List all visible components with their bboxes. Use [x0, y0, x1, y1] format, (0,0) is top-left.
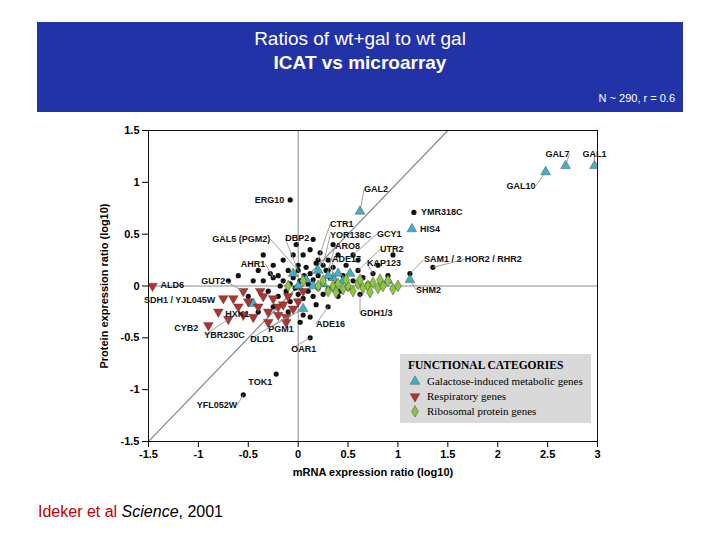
svg-text:DBP2: DBP2	[285, 233, 309, 243]
svg-text:2.5: 2.5	[540, 448, 555, 460]
svg-text:mRNA expression ratio (log10): mRNA expression ratio (log10)	[293, 466, 454, 478]
svg-text:1: 1	[133, 176, 139, 188]
svg-text:3: 3	[594, 448, 600, 460]
html-text:Ratios of wt+gal to wt gal: Ratios of wt+gal to wt gal	[254, 28, 466, 49]
svg-text:UTR2: UTR2	[380, 244, 404, 254]
svg-text:SAM1 / 2: SAM1 / 2	[424, 254, 462, 264]
svg-text:CYB2: CYB2	[174, 323, 198, 333]
svg-text:KAP123: KAP123	[367, 258, 401, 268]
svg-text:GDH1/3: GDH1/3	[360, 308, 393, 318]
svg-text:TOK1: TOK1	[248, 377, 272, 387]
html-text:ICAT vs microarray: ICAT vs microarray	[273, 52, 447, 73]
svg-text:PGM1: PGM1	[268, 324, 294, 334]
svg-text:1.5: 1.5	[124, 124, 139, 136]
html-text:N ~ 290, r = 0.6: N ~ 290, r = 0.6	[598, 92, 675, 104]
svg-text:GAL5 (PGM2): GAL5 (PGM2)	[212, 234, 270, 244]
html-text:Respiratory genes: Respiratory genes	[427, 389, 507, 402]
svg-text:GAL7: GAL7	[546, 149, 570, 159]
svg-text:OAR1: OAR1	[291, 344, 316, 354]
svg-text:SHM2: SHM2	[416, 285, 441, 295]
svg-text:GAL10: GAL10	[507, 181, 536, 191]
svg-text:-1: -1	[130, 383, 140, 395]
svg-text:DLD1: DLD1	[250, 334, 274, 344]
svg-text:0: 0	[133, 280, 139, 292]
html-text:Galactose-induced metabolic ge: Galactose-induced metabolic genes	[427, 374, 583, 387]
svg-text:HOR2 / RHR2: HOR2 / RHR2	[465, 254, 522, 264]
svg-text:Protein expression ratio (log1: Protein expression ratio (log10)	[98, 203, 110, 368]
svg-text:-1.5: -1.5	[121, 435, 140, 447]
svg-text:HXK1: HXK1	[225, 309, 249, 319]
svg-text:-0.5: -0.5	[121, 331, 140, 343]
html-text:Ideker et al Science, 2001: Ideker et al Science, 2001	[38, 503, 223, 520]
svg-text:YBR230C: YBR230C	[204, 330, 245, 340]
svg-text:GAL2: GAL2	[364, 184, 388, 194]
svg-text:0: 0	[295, 448, 301, 460]
svg-text:ARO8: ARO8	[335, 241, 360, 251]
svg-text:ALD6: ALD6	[160, 280, 184, 290]
svg-text:2: 2	[495, 448, 501, 460]
svg-text:-0.5: -0.5	[239, 448, 258, 460]
svg-text:0.5: 0.5	[340, 448, 355, 460]
svg-text:-1: -1	[193, 448, 203, 460]
svg-text:CTR1: CTR1	[330, 219, 354, 229]
html-text:FUNCTIONAL CATEGORIES: FUNCTIONAL CATEGORIES	[408, 359, 564, 371]
svg-text:GUT2: GUT2	[201, 276, 225, 286]
svg-text:-1.5: -1.5	[139, 448, 158, 460]
svg-text:0.5: 0.5	[124, 228, 139, 240]
svg-text:1.5: 1.5	[440, 448, 455, 460]
svg-text:YOR138C: YOR138C	[330, 230, 372, 240]
html-text:Ribosomal protein genes: Ribosomal protein genes	[427, 404, 537, 417]
svg-text:SDH1 / YJL045W: SDH1 / YJL045W	[144, 295, 216, 305]
svg-text:ADE16: ADE16	[316, 319, 345, 329]
svg-text:YMR318C: YMR318C	[421, 207, 463, 217]
svg-text:GCY1: GCY1	[377, 229, 402, 239]
svg-text:ADE17: ADE17	[332, 254, 361, 264]
svg-text:YFL052W: YFL052W	[197, 400, 238, 410]
svg-text:ERG10: ERG10	[255, 195, 285, 205]
svg-text:1: 1	[395, 448, 401, 460]
svg-text:GAL1: GAL1	[582, 149, 606, 159]
svg-text:HIS4: HIS4	[420, 224, 440, 234]
svg-text:AHR1: AHR1	[241, 259, 266, 269]
